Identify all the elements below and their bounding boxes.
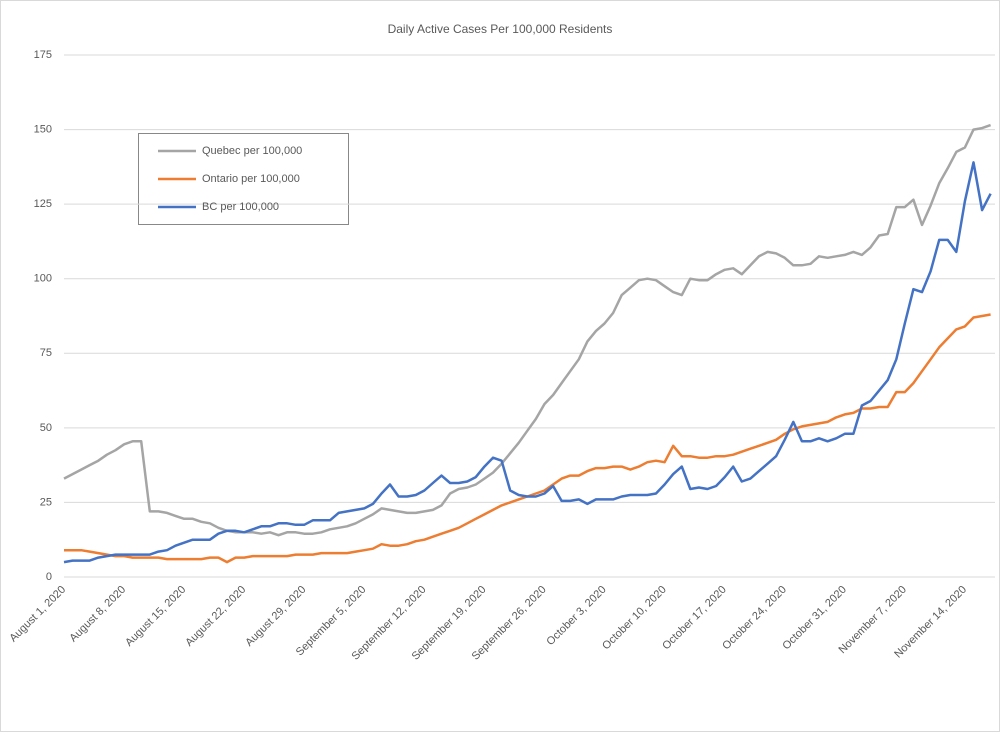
legend-label: Quebec per 100,000 (202, 145, 302, 157)
y-tick-label: 175 (34, 49, 52, 61)
data-line (63, 161, 992, 564)
y-tick-label: 25 (40, 496, 52, 508)
chart-title: Daily Active Cases Per 100,000 Residents (388, 22, 613, 36)
y-tick-label: 50 (40, 422, 52, 434)
y-tick-label: 0 (46, 571, 52, 583)
y-tick-label: 75 (40, 347, 52, 359)
y-tick-label: 125 (34, 198, 52, 210)
y-tick-label: 150 (34, 123, 52, 135)
legend-label: BC per 100,000 (202, 201, 279, 213)
data-line (63, 123, 992, 537)
legend-label: Ontario per 100,000 (202, 173, 300, 185)
y-tick-label: 100 (34, 273, 52, 285)
